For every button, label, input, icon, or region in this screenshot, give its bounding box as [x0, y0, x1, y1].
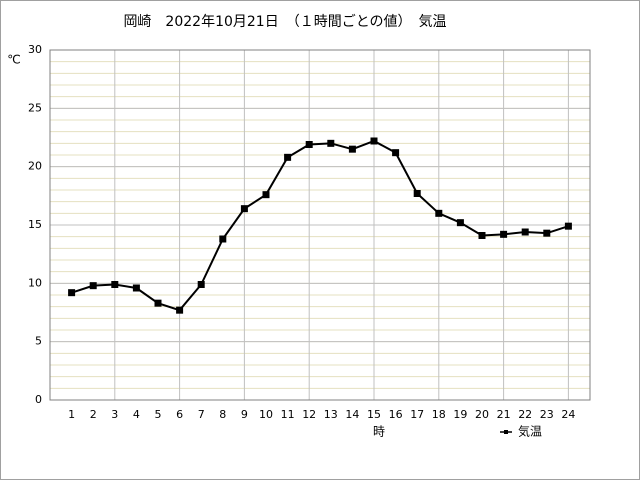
y-tick-label: 20	[28, 160, 42, 173]
data-point	[564, 222, 572, 230]
x-tick-label: 16	[389, 408, 403, 421]
data-point	[132, 284, 140, 292]
x-tick-label: 7	[198, 408, 205, 421]
x-tick-label: 20	[475, 408, 489, 421]
data-point	[456, 219, 464, 227]
data-point	[370, 137, 378, 145]
x-tick-label: 22	[518, 408, 532, 421]
x-tick-label: 6	[176, 408, 183, 421]
data-point	[478, 232, 486, 239]
x-tick-label: 4	[133, 408, 140, 421]
y-tick-label: 10	[28, 276, 42, 289]
x-tick-label: 5	[155, 408, 162, 421]
data-point	[305, 141, 313, 148]
data-point	[284, 153, 292, 161]
data-point	[154, 299, 162, 307]
data-point	[68, 289, 76, 297]
data-point	[197, 281, 205, 288]
data-point	[392, 149, 400, 157]
x-tick-label: 1	[68, 408, 75, 421]
data-point	[435, 209, 443, 217]
x-tick-label: 15	[367, 408, 381, 421]
x-tick-label: 12	[302, 408, 316, 421]
y-tick-label: 15	[28, 218, 42, 231]
x-tick-label: 10	[259, 408, 273, 421]
data-point	[240, 205, 248, 213]
data-point	[348, 145, 356, 153]
data-point	[219, 235, 227, 243]
x-tick-label: 19	[453, 408, 467, 421]
y-tick-label: 30	[28, 43, 42, 56]
plot-border	[49, 49, 591, 401]
x-tick-label: 21	[497, 408, 511, 421]
x-tick-label: 13	[324, 408, 338, 421]
x-tick-label: 17	[410, 408, 424, 421]
x-axis-label: 時	[373, 425, 385, 439]
x-tick-label: 18	[432, 408, 446, 421]
x-tick-label: 23	[540, 408, 554, 421]
data-point	[543, 229, 551, 237]
data-point	[262, 191, 270, 199]
series-line	[71, 139, 569, 312]
y-tick-label: 5	[35, 335, 42, 348]
data-point	[521, 228, 529, 236]
data-point	[89, 282, 97, 290]
x-tick-label: 8	[219, 408, 226, 421]
data-point	[111, 281, 119, 288]
y-tick-label: 0	[35, 393, 42, 406]
y-tick-label: 25	[28, 101, 42, 114]
x-tick-label: 24	[561, 408, 575, 421]
x-tick-label: 3	[111, 408, 118, 421]
chart-title: 岡崎 2022年10月21日 （１時間ごとの値） 気温	[123, 14, 446, 30]
y-axis-label: ℃	[7, 53, 20, 67]
data-point	[500, 230, 508, 238]
data-point	[327, 139, 335, 147]
x-tick-label: 11	[281, 408, 295, 421]
x-tick-label: 9	[241, 408, 248, 421]
data-point	[176, 306, 184, 314]
x-tick-label: 2	[90, 408, 97, 421]
data-point	[413, 190, 421, 197]
x-tick-label: 14	[345, 408, 359, 421]
legend-label: 気温	[518, 424, 542, 439]
legend-marker	[504, 430, 508, 434]
